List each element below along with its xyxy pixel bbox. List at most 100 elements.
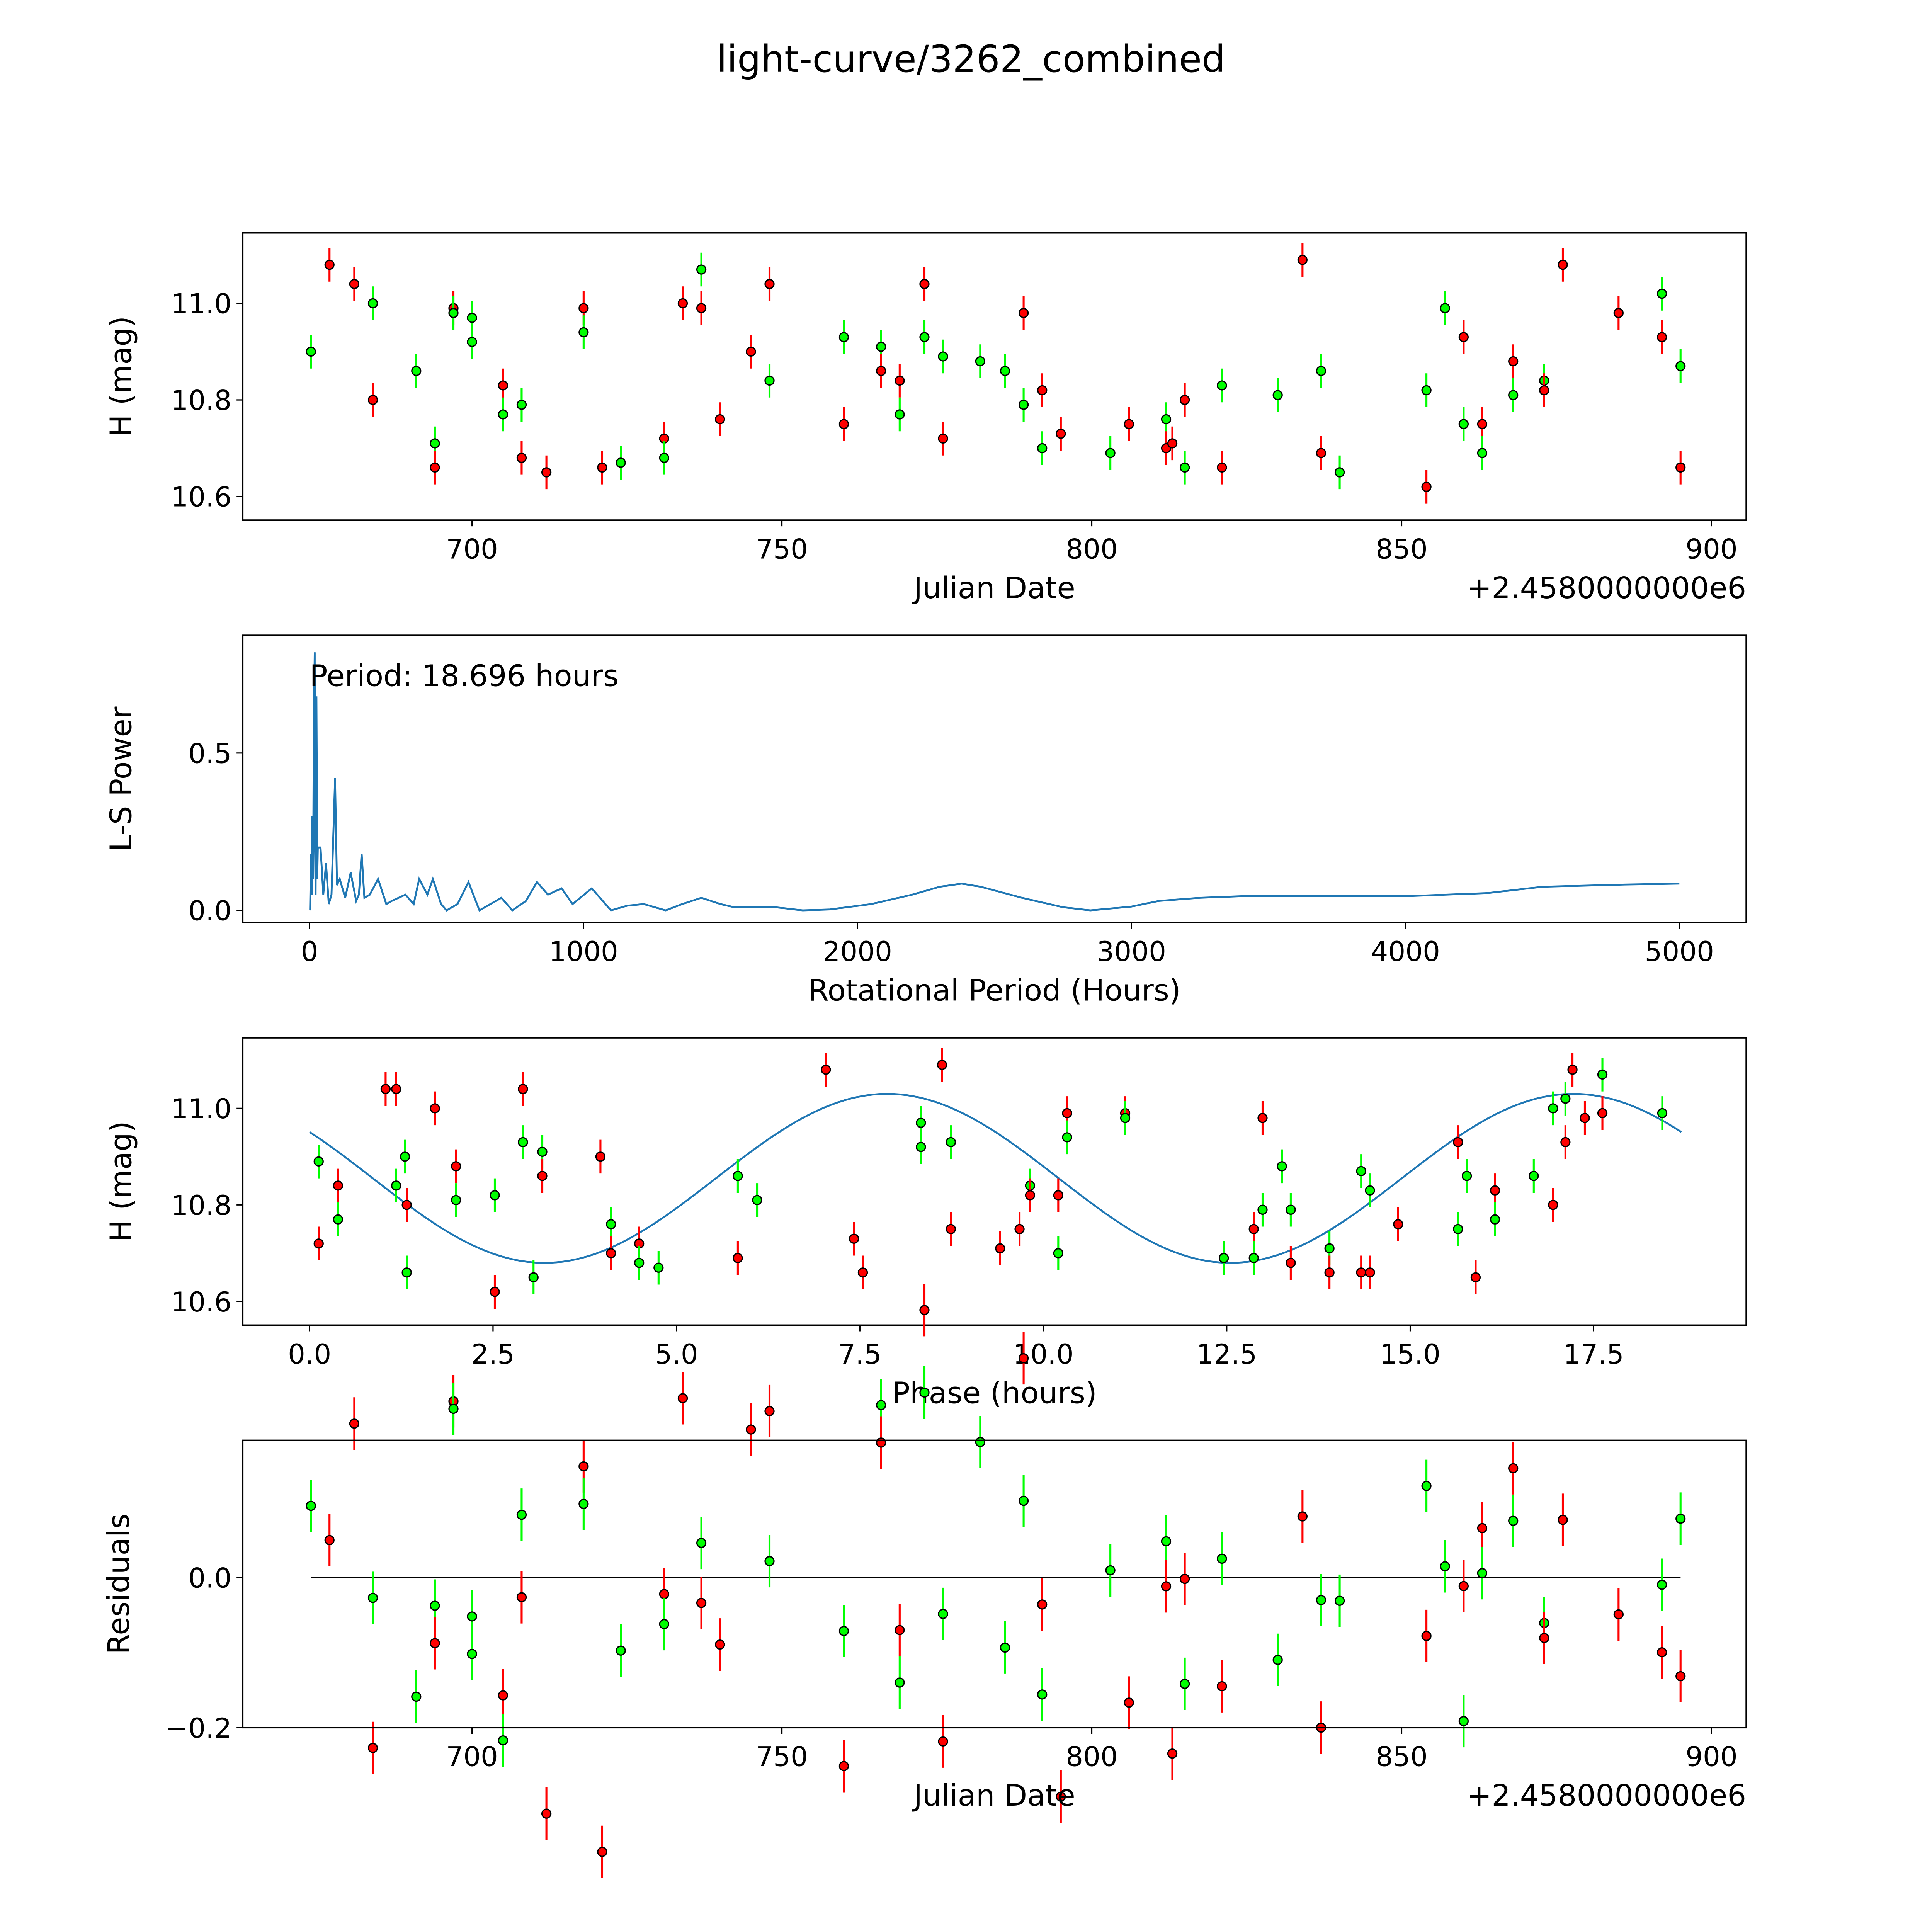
green-marker	[1461, 1171, 1472, 1181]
red-marker	[1062, 1108, 1072, 1118]
green-marker	[1334, 467, 1345, 478]
y-tick-label: 11.0	[171, 288, 231, 320]
y-tick-label: 10.8	[171, 1190, 231, 1221]
data-point	[1453, 1125, 1463, 1159]
data-point	[746, 335, 756, 369]
red-marker	[1297, 255, 1308, 265]
data-point	[1000, 354, 1010, 388]
data-point	[895, 397, 905, 432]
data-point	[367, 1571, 378, 1624]
data-point	[467, 1628, 477, 1680]
data-point	[1490, 1202, 1500, 1236]
data-point	[448, 296, 459, 330]
red-marker	[821, 1065, 831, 1075]
x-tick-label: 12.5	[1196, 1338, 1257, 1370]
data-point	[1558, 1493, 1568, 1546]
data-point	[937, 1048, 947, 1082]
red-marker	[1477, 1523, 1488, 1533]
data-point	[1440, 291, 1450, 325]
data-point	[1248, 1241, 1259, 1275]
y-axis-label: Residuals	[102, 1514, 136, 1655]
data-point	[1105, 1544, 1116, 1597]
data-point	[1297, 243, 1308, 277]
green-marker	[764, 1556, 775, 1566]
green-marker	[467, 1649, 477, 1659]
red-marker	[1560, 1137, 1571, 1147]
green-marker	[1365, 1185, 1375, 1196]
data-point	[975, 344, 985, 378]
red-marker	[578, 303, 589, 313]
plot-area	[309, 1048, 1682, 1309]
x-tick-label: 900	[1685, 1741, 1738, 1773]
data-point	[451, 1149, 461, 1184]
green-marker	[1179, 1679, 1190, 1689]
green-marker	[1440, 303, 1450, 313]
data-point	[1453, 1212, 1463, 1246]
data-point	[938, 422, 948, 456]
green-marker	[518, 1137, 528, 1147]
axes-frame	[242, 1037, 1747, 1326]
red-marker	[1248, 1224, 1259, 1234]
red-marker	[1014, 1224, 1025, 1234]
green-marker	[467, 1611, 477, 1622]
green-marker	[448, 308, 459, 318]
data-point	[541, 1787, 552, 1840]
red-marker	[1257, 1113, 1268, 1123]
x-axis-label: Julian Date	[912, 571, 1075, 605]
red-marker	[1161, 1581, 1172, 1592]
red-marker	[1167, 1748, 1178, 1759]
x-tick-label: 700	[446, 1741, 498, 1773]
data-point	[1334, 455, 1345, 490]
data-point	[1675, 349, 1686, 383]
data-point	[1037, 1668, 1048, 1721]
data-point	[578, 1478, 589, 1531]
data-point	[764, 267, 775, 301]
red-marker	[715, 414, 725, 425]
data-point	[938, 339, 948, 374]
red-marker	[391, 1084, 401, 1094]
data-point	[1560, 1125, 1571, 1159]
y-tick-label: 0.0	[188, 1562, 231, 1594]
green-marker	[1334, 1595, 1345, 1606]
green-marker	[764, 375, 775, 386]
green-marker	[1508, 390, 1519, 400]
red-marker	[715, 1639, 725, 1650]
data-point	[1062, 1120, 1072, 1155]
red-marker	[895, 1625, 905, 1635]
data-point	[946, 1212, 956, 1246]
data-point	[1613, 296, 1624, 330]
red-marker	[1356, 1267, 1366, 1278]
green-marker	[306, 1500, 316, 1511]
x-tick-label: 700	[446, 534, 498, 565]
data-point	[498, 397, 508, 432]
green-marker	[1477, 1568, 1488, 1578]
y-axis-label: H (mag)	[104, 316, 139, 437]
red-marker	[1297, 1511, 1308, 1522]
x-tick-label: 0.0	[288, 1338, 331, 1370]
data-point	[919, 267, 930, 301]
data-point	[1037, 1578, 1048, 1631]
data-point	[430, 1617, 440, 1670]
data-point	[1179, 1657, 1190, 1710]
x-tick-label: 850	[1376, 1741, 1428, 1773]
y-tick-label: 10.6	[171, 481, 231, 513]
data-point	[401, 1188, 412, 1222]
data-point	[1560, 1082, 1571, 1116]
green-marker	[1161, 1536, 1172, 1547]
green-marker	[1324, 1243, 1335, 1253]
data-point	[616, 1624, 626, 1677]
data-point	[411, 354, 422, 388]
data-point	[333, 1202, 344, 1236]
red-marker	[541, 467, 552, 478]
green-marker	[490, 1190, 500, 1201]
data-point	[516, 441, 527, 475]
plot-area: Period: 18.696 hours	[309, 652, 1680, 912]
green-marker	[401, 1267, 412, 1278]
red-marker	[1539, 1633, 1549, 1643]
data-point	[1316, 436, 1327, 470]
green-marker	[1440, 1561, 1450, 1571]
green-marker	[1105, 448, 1116, 458]
period-annotation: Period: 18.696 hours	[310, 659, 619, 694]
green-marker	[752, 1195, 762, 1205]
